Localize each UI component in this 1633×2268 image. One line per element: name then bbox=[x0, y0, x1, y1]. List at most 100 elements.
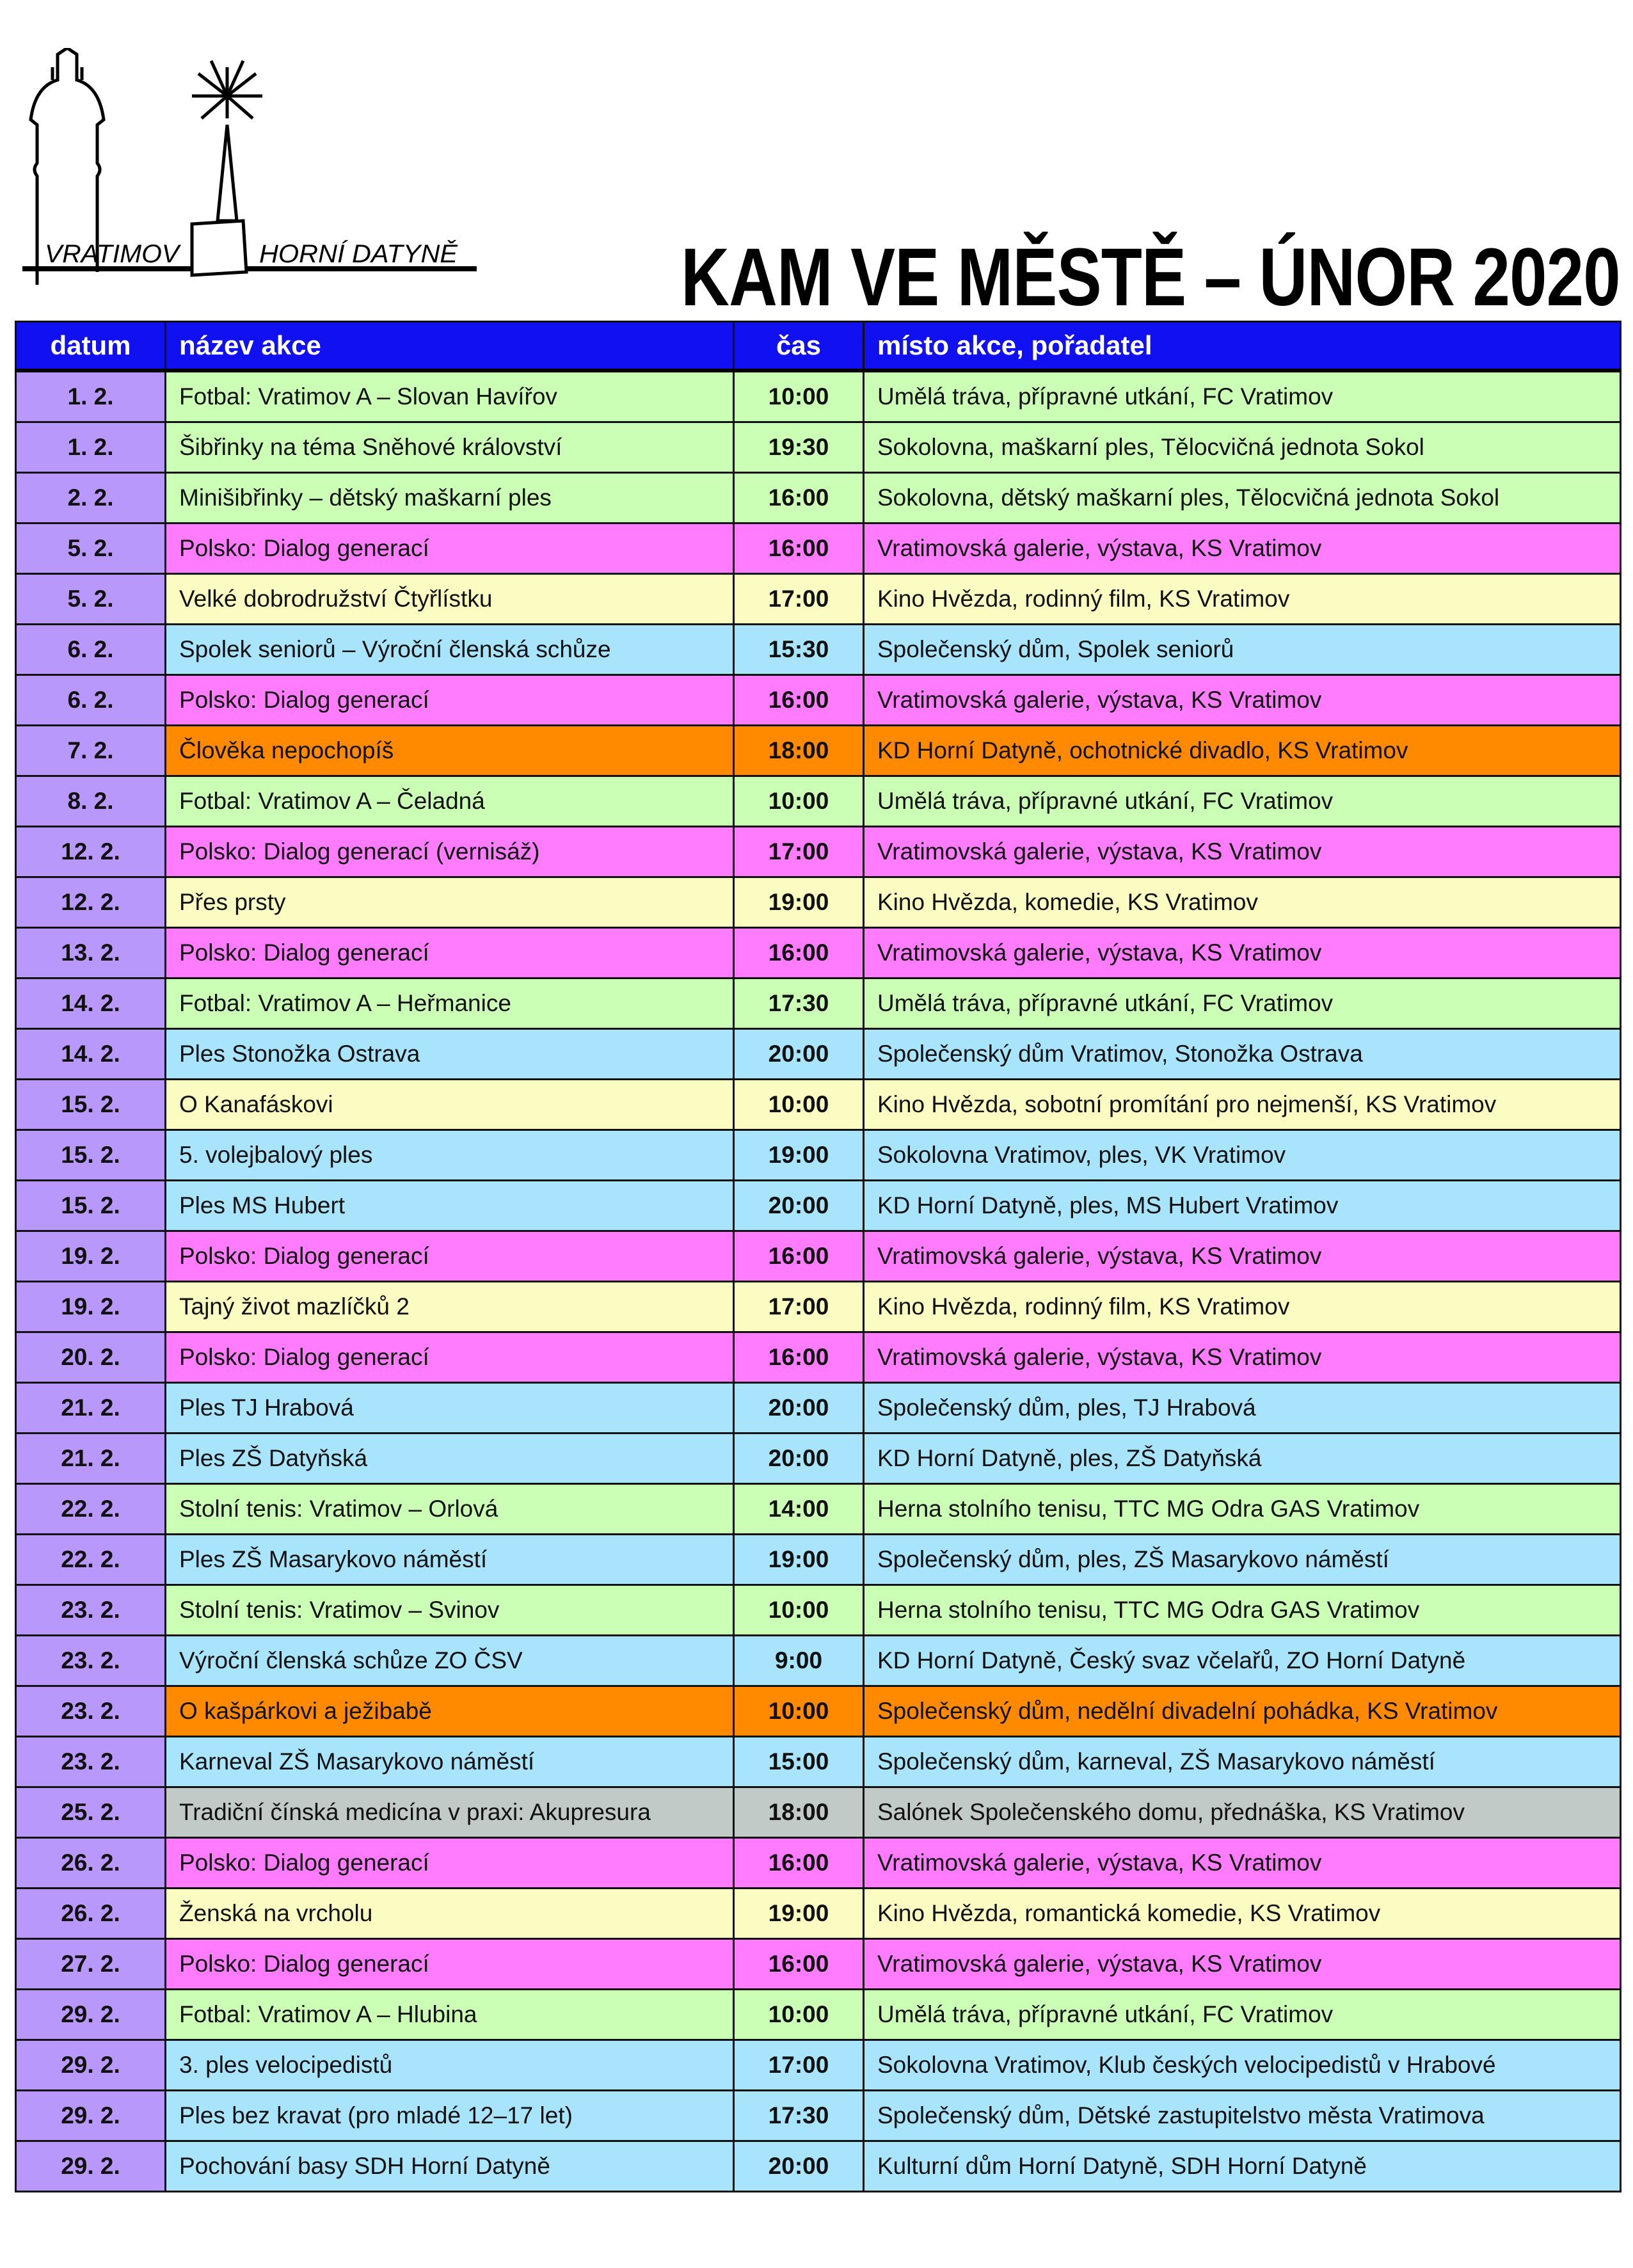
event-place: KD Horní Datyně, ples, ZŠ Datyňská bbox=[863, 1432, 1621, 1485]
event-time: 17:00 bbox=[733, 2039, 864, 2091]
table-row: 13. 2. Polsko: Dialog generací 16:00 Vratim… bbox=[15, 927, 1621, 979]
event-place: Sokolovna, dětský maškarní ples, Tělocvi… bbox=[863, 472, 1621, 524]
event-name: Minišibřinky – dětský maškarní ples bbox=[164, 472, 735, 524]
event-time: 17:00 bbox=[733, 573, 864, 625]
logo-text-horni-datyne: HORNÍ DATYNĚ bbox=[259, 239, 458, 268]
event-place: Kino Hvězda, rodinný film, KS Vratimov bbox=[863, 1281, 1621, 1333]
header-place: místo akce, pořadatel bbox=[863, 321, 1621, 372]
table-row: 1. 2. Šibřinky na téma Sněhové království… bbox=[15, 421, 1621, 474]
event-place: Herna stolního tenisu, TTC MG Odra GAS V… bbox=[863, 1584, 1621, 1636]
event-name: Spolek seniorů – Výroční členská schůze bbox=[164, 623, 735, 676]
event-name: Pochování basy SDH Horní Datyně bbox=[164, 2140, 735, 2192]
event-time: 19:00 bbox=[733, 1887, 864, 1940]
table-row: 29. 2. Fotbal: Vratimov A – Hlubina 10:00 U… bbox=[15, 1988, 1621, 2041]
table-row: 19. 2. Polsko: Dialog generací 16:00 Vratim… bbox=[15, 1230, 1621, 1282]
event-place: Vratimovská galerie, výstava, KS Vratimo… bbox=[863, 1938, 1621, 1990]
event-date: 15. 2. bbox=[15, 1129, 166, 1181]
table-row: 12. 2. Polsko: Dialog generací (vernisáž)… bbox=[15, 826, 1621, 878]
table-row: 15. 2. O Kanafáskovi 10:00 Kino Hvězda, sob… bbox=[15, 1078, 1621, 1131]
event-time: 20:00 bbox=[733, 2140, 864, 2192]
event-name: Polsko: Dialog generací bbox=[164, 1230, 735, 1282]
event-name: Šibřinky na téma Sněhové království bbox=[164, 421, 735, 474]
event-date: 26. 2. bbox=[15, 1837, 166, 1889]
event-name: Polsko: Dialog generací bbox=[164, 522, 735, 575]
event-place: Vratimovská galerie, výstava, KS Vratimo… bbox=[863, 1331, 1621, 1384]
table-row: 6. 2. Spolek seniorů – Výroční členská sc… bbox=[15, 623, 1621, 676]
event-date: 2. 2. bbox=[15, 472, 166, 524]
table-row: 20. 2. Polsko: Dialog generací 16:00 Vratim… bbox=[15, 1331, 1621, 1384]
event-time: 19:00 bbox=[733, 1533, 864, 1586]
table-row: 23. 2. Výroční členská schůze ZO ČSV 9:00 K… bbox=[15, 1634, 1621, 1687]
event-time: 19:00 bbox=[733, 876, 864, 929]
event-name: Ples TJ Hrabová bbox=[164, 1382, 735, 1434]
event-time: 16:00 bbox=[733, 1938, 864, 1990]
event-time: 9:00 bbox=[733, 1634, 864, 1687]
event-date: 12. 2. bbox=[15, 826, 166, 878]
table-row: 14. 2. Ples Stonožka Ostrava 20:00 Společen… bbox=[15, 1028, 1621, 1080]
event-name: Polsko: Dialog generací bbox=[164, 1331, 735, 1384]
event-name: O kašpárkovi a ježibabě bbox=[164, 1685, 735, 1737]
event-place: KD Horní Datyně, ples, MS Hubert Vratimo… bbox=[863, 1179, 1621, 1232]
event-place: Společenský dům, nedělní divadelní pohád… bbox=[863, 1685, 1621, 1737]
event-time: 16:00 bbox=[733, 1230, 864, 1282]
event-place: Kino Hvězda, rodinný film, KS Vratimov bbox=[863, 573, 1621, 625]
event-date: 13. 2. bbox=[15, 927, 166, 979]
event-name: Fotbal: Vratimov A – Hlubina bbox=[164, 1988, 735, 2041]
event-time: 19:30 bbox=[733, 421, 864, 474]
event-time: 15:00 bbox=[733, 1736, 864, 1788]
event-time: 16:00 bbox=[733, 522, 864, 575]
table-row: 23. 2. Stolní tenis: Vratimov – Svinov 10:… bbox=[15, 1584, 1621, 1636]
event-time: 16:00 bbox=[733, 1331, 864, 1384]
table-row: 8. 2. Fotbal: Vratimov A – Čeladná 10:00 Um… bbox=[15, 775, 1621, 827]
table-row: 25. 2. Tradiční čínská medicína v praxi: … bbox=[15, 1786, 1621, 1839]
event-name: Člověka nepochopíš bbox=[164, 724, 735, 777]
table-row: 6. 2. Polsko: Dialog generací 16:00 Vratimo… bbox=[15, 674, 1621, 726]
event-place: Vratimovská galerie, výstava, KS Vratimo… bbox=[863, 1837, 1621, 1889]
event-date: 21. 2. bbox=[15, 1382, 166, 1434]
table-row: 22. 2. Stolní tenis: Vratimov – Orlová 14:… bbox=[15, 1483, 1621, 1535]
event-time: 16:00 bbox=[733, 472, 864, 524]
event-time: 16:00 bbox=[733, 674, 864, 726]
event-name: Ples MS Hubert bbox=[164, 1179, 735, 1232]
event-place: Vratimovská galerie, výstava, KS Vratimo… bbox=[863, 927, 1621, 979]
event-date: 8. 2. bbox=[15, 775, 166, 827]
event-place: Umělá tráva, přípravné utkání, FC Vratim… bbox=[863, 369, 1621, 423]
event-date: 23. 2. bbox=[15, 1736, 166, 1788]
table-row: 19. 2. Tajný život mazlíčků 2 17:00 Kino Hv… bbox=[15, 1281, 1621, 1333]
event-time: 15:30 bbox=[733, 623, 864, 676]
event-date: 14. 2. bbox=[15, 977, 166, 1030]
event-time: 20:00 bbox=[733, 1382, 864, 1434]
event-time: 17:30 bbox=[733, 977, 864, 1030]
event-place: Sokolovna Vratimov, ples, VK Vratimov bbox=[863, 1129, 1621, 1181]
event-time: 17:00 bbox=[733, 1281, 864, 1333]
event-time: 19:00 bbox=[733, 1129, 864, 1181]
event-name: Polsko: Dialog generací bbox=[164, 674, 735, 726]
event-time: 10:00 bbox=[733, 775, 864, 827]
header-name: název akce bbox=[164, 321, 735, 372]
event-name: Ples Stonožka Ostrava bbox=[164, 1028, 735, 1080]
event-date: 19. 2. bbox=[15, 1281, 166, 1333]
event-place: Sokolovna, maškarní ples, Tělocvičná jed… bbox=[863, 421, 1621, 474]
event-place: Umělá tráva, přípravné utkání, FC Vratim… bbox=[863, 775, 1621, 827]
event-name: 5. volejbalový ples bbox=[164, 1129, 735, 1181]
table-row: 5. 2. Velké dobrodružství Čtyřlístku 17:00… bbox=[15, 573, 1621, 625]
event-date: 27. 2. bbox=[15, 1938, 166, 1990]
event-date: 26. 2. bbox=[15, 1887, 166, 1940]
event-name: Přes prsty bbox=[164, 876, 735, 929]
table-row: 14. 2. Fotbal: Vratimov A – Heřmanice 17:3… bbox=[15, 977, 1621, 1030]
vratimov-logo: VRATIMOV HORNÍ DATYNĚ bbox=[22, 48, 477, 285]
event-name: Fotbal: Vratimov A – Heřmanice bbox=[164, 977, 735, 1030]
event-name: Stolní tenis: Vratimov – Svinov bbox=[164, 1584, 735, 1636]
event-date: 6. 2. bbox=[15, 623, 166, 676]
event-name: Polsko: Dialog generací bbox=[164, 1837, 735, 1889]
page-title: KAM VE MĚSTĚ – ÚNOR 2020 bbox=[681, 232, 1620, 323]
logo-text-vratimov: VRATIMOV bbox=[45, 240, 181, 268]
event-name: Ples ZŠ Datyňská bbox=[164, 1432, 735, 1485]
event-date: 12. 2. bbox=[15, 876, 166, 929]
event-date: 29. 2. bbox=[15, 2039, 166, 2091]
event-place: Vratimovská galerie, výstava, KS Vratimo… bbox=[863, 522, 1621, 575]
event-date: 5. 2. bbox=[15, 573, 166, 625]
table-row: 27. 2. Polsko: Dialog generací 16:00 Vratim… bbox=[15, 1938, 1621, 1990]
event-date: 23. 2. bbox=[15, 1584, 166, 1636]
event-place: Umělá tráva, přípravné utkání, FC Vratim… bbox=[863, 977, 1621, 1030]
